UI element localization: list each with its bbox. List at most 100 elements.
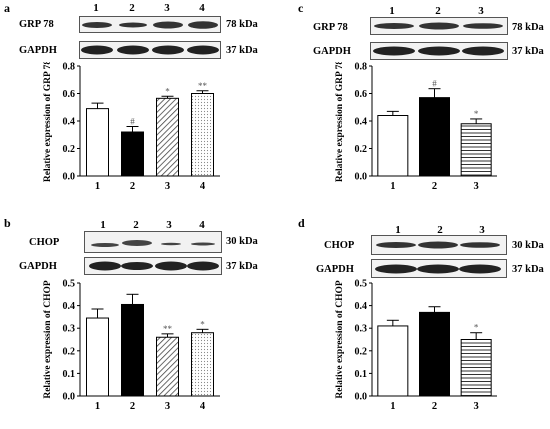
y-tick-label: 0.4 <box>63 117 76 128</box>
y-tick-label: 0.2 <box>355 144 368 155</box>
bar-chart: 0.0 0.2 0.4 0.6 0.8 Relative expression of GR… <box>43 62 220 192</box>
y-tick-label: 0.0 <box>355 392 368 403</box>
bar <box>377 115 409 177</box>
western-blot-image <box>79 16 221 33</box>
lane-label: 3 <box>478 5 484 17</box>
significance-marker: # <box>130 117 135 127</box>
x-tick-label: 4 <box>200 401 206 412</box>
western-blot-image <box>371 235 507 255</box>
y-tick-label: 0.0 <box>355 172 368 183</box>
y-tick-label: 0.4 <box>63 301 76 312</box>
y-tick-label: 0.8 <box>63 62 76 73</box>
y-tick-label: 0.3 <box>63 324 76 335</box>
kda-label: 37 kDa <box>226 261 258 272</box>
bar <box>121 303 144 397</box>
x-tick-label: 1 <box>95 181 100 192</box>
bar <box>191 332 214 397</box>
bar-chart: 0.0 0.1 0.2 0.3 0.4 0.5 Relative expression of… <box>43 279 220 412</box>
western-blot-image <box>84 231 222 253</box>
bar <box>460 339 492 397</box>
kda-label: 78 kDa <box>512 22 544 33</box>
x-tick-label: 1 <box>390 401 395 412</box>
y-axis-label: Relative expression of GRP 78 <box>335 62 345 182</box>
x-tick-label: 2 <box>130 401 135 412</box>
panel-label: a <box>4 1 10 15</box>
y-tick-label: 0.2 <box>355 346 368 357</box>
y-axis-label: Relative expression of GRP 78 <box>43 62 53 182</box>
y-tick-label: 0.5 <box>355 279 368 290</box>
y-tick-label: 0.1 <box>63 369 76 380</box>
lane-label: 2 <box>129 2 135 14</box>
bar <box>121 131 144 177</box>
blot-name: GAPDH <box>313 46 351 57</box>
y-tick-label: 0.0 <box>63 172 76 183</box>
blot-name: GRP 78 <box>313 22 348 33</box>
x-tick-label: 3 <box>165 401 170 412</box>
western-blot-image <box>370 42 508 60</box>
x-tick-label: 1 <box>95 401 100 412</box>
y-tick-label: 0.4 <box>355 117 368 128</box>
x-tick-label: 2 <box>130 181 135 192</box>
significance-marker: * <box>200 319 205 329</box>
x-tick-label: 4 <box>200 181 206 192</box>
bar <box>377 325 409 397</box>
blot-name: GAPDH <box>19 261 57 272</box>
bar <box>419 97 450 177</box>
kda-label: 78 kDa <box>226 19 258 30</box>
lane-label: 1 <box>395 224 401 236</box>
significance-marker: * <box>474 323 479 333</box>
lane-label: 2 <box>133 219 139 231</box>
significance-marker: ** <box>198 81 208 91</box>
significance-marker: ** <box>163 324 173 334</box>
western-blot-image <box>370 17 508 35</box>
x-tick-label: 2 <box>432 401 437 412</box>
y-tick-label: 0.0 <box>63 392 76 403</box>
bar <box>86 108 109 177</box>
y-tick-label: 0.1 <box>355 369 368 380</box>
lane-label: 3 <box>166 219 172 231</box>
y-tick-label: 0.2 <box>63 144 76 155</box>
y-tick-label: 0.5 <box>63 279 76 290</box>
y-tick-label: 0.6 <box>63 89 76 100</box>
panel-label: c <box>298 1 304 15</box>
bar-chart: 0.0 0.2 0.4 0.6 0.8 Relative expression of GR… <box>335 62 497 192</box>
y-tick-label: 0.6 <box>355 89 368 100</box>
lane-label: 4 <box>199 2 205 14</box>
western-blot-image <box>371 259 507 278</box>
lane-label: 1 <box>100 219 106 231</box>
y-axis-label: Relative expression of CHOP <box>43 280 53 398</box>
blot-name: GRP 78 <box>19 19 54 30</box>
significance-marker: * <box>474 109 479 119</box>
lane-label: 2 <box>435 5 441 17</box>
blot-name: CHOP <box>324 240 355 251</box>
bar <box>460 123 492 177</box>
y-tick-label: 0.4 <box>355 301 368 312</box>
lane-label: 1 <box>389 5 395 17</box>
x-tick-label: 1 <box>390 181 395 192</box>
bar <box>156 97 179 177</box>
kda-label: 30 kDa <box>512 240 544 251</box>
kda-label: 37 kDa <box>226 45 258 56</box>
lane-label: 3 <box>479 224 485 236</box>
panel-label: b <box>4 216 11 230</box>
western-blot-image <box>79 41 221 59</box>
bar-chart: 0.0 0.1 0.2 0.3 0.4 0.5 Relative expression of… <box>335 279 497 412</box>
bar <box>156 336 179 397</box>
lane-label: 2 <box>437 224 443 236</box>
kda-label: 30 kDa <box>226 236 258 247</box>
blot-name: GAPDH <box>316 264 354 275</box>
blot-name: CHOP <box>29 237 60 248</box>
y-tick-label: 0.2 <box>63 346 76 357</box>
bar <box>419 311 450 397</box>
kda-label: 37 kDa <box>512 264 544 275</box>
bar <box>86 317 109 397</box>
y-axis-label: Relative expression of CHOP <box>335 280 345 398</box>
bar <box>191 93 214 177</box>
y-tick-label: 0.8 <box>355 62 368 73</box>
panel-label: d <box>298 216 305 230</box>
lane-label: 1 <box>93 2 99 14</box>
x-tick-label: 3 <box>165 181 170 192</box>
lane-label: 3 <box>164 2 170 14</box>
x-tick-label: 3 <box>474 181 479 192</box>
lane-label: 4 <box>199 219 205 231</box>
